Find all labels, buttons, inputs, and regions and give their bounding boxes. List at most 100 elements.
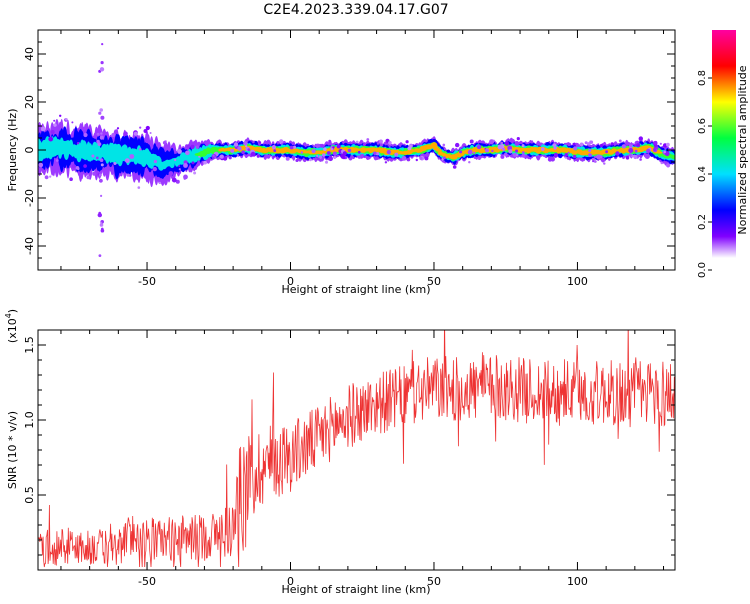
y-tick-label: 20 <box>23 95 36 109</box>
spectrogram-outlier <box>579 142 584 147</box>
spectrogram-outlier <box>599 143 604 148</box>
spectrogram-outlier <box>183 174 188 180</box>
spectrogram-outlier <box>401 156 407 161</box>
spectrogram-outlier <box>625 156 630 160</box>
spectrogram-spike <box>99 67 105 72</box>
spectrogram-outlier <box>292 145 297 149</box>
spectrogram-outlier <box>203 160 208 165</box>
spectrogram-outlier <box>564 153 569 157</box>
spectrogram-outlier <box>405 140 409 144</box>
spectrogram-outlier <box>212 154 215 157</box>
spectrogram-outlier <box>316 157 320 161</box>
spectrogram-outlier <box>183 163 188 168</box>
snr-scale-label: (x104) <box>4 309 19 343</box>
y-tick-label: 0.5 <box>23 486 36 504</box>
spectrogram-outlier <box>219 154 224 159</box>
spectrogram-outlier <box>126 173 130 177</box>
spectrogram-outlier <box>469 139 474 144</box>
spectrogram-outlier <box>572 142 576 146</box>
spectrogram-outlier <box>366 138 370 141</box>
colorbar-tick-label: 0.8 <box>697 70 708 86</box>
spectrogram-outlier <box>504 141 510 146</box>
spectrogram-outlier <box>596 154 601 160</box>
spectrogram-spike <box>100 163 104 167</box>
spectrogram-outlier <box>171 177 177 183</box>
spectrogram-outlier <box>347 148 352 153</box>
spectrogram-outlier <box>300 151 303 154</box>
y-tick-label: 1.5 <box>23 336 36 354</box>
spectrogram-spike <box>98 111 102 115</box>
snr-axes: -50 0 50 100 0.5 1.0 1.5 <box>23 329 675 588</box>
spectrogram-outlier <box>153 159 157 164</box>
spectrogram-outlier <box>467 149 473 155</box>
spectrogram-outlier <box>86 175 90 180</box>
spectrogram-outlier <box>501 147 506 151</box>
spectrogram-outlier <box>322 153 326 157</box>
spectrogram-outlier <box>572 154 577 159</box>
spectrogram-outlier <box>111 133 116 137</box>
spectrogram-outlier <box>285 156 290 161</box>
spectrogram-spike <box>101 43 104 46</box>
spectrogram-outlier <box>315 143 320 148</box>
spectrogram-outlier <box>320 144 324 148</box>
spectrogram-spike <box>100 61 104 65</box>
spectrogram-outlier <box>44 175 49 180</box>
spectrogram-outlier <box>295 159 299 162</box>
spectrogram-outlier <box>123 131 128 136</box>
spectrogram-outlier <box>357 155 361 159</box>
spectrogram-outlier <box>515 149 518 153</box>
spectrogram-outlier <box>92 171 97 176</box>
spectrogram-outlier <box>455 142 460 148</box>
spectrogram-outlier <box>573 146 578 151</box>
spectrogram-outlier <box>76 142 80 145</box>
spectrogram-outlier <box>71 164 77 169</box>
spectrogram-outlier <box>424 156 429 161</box>
spectrogram-outlier <box>49 175 52 178</box>
spectrogram-outlier <box>48 136 54 142</box>
spectrogram-outlier <box>233 142 239 147</box>
spectrogram-outlier <box>590 144 593 148</box>
spectrogram-spike <box>100 132 103 135</box>
spectrogram-outlier <box>588 149 592 152</box>
spectrogram-outlier <box>442 143 446 147</box>
colorbar-tick-label: 0.6 <box>697 118 708 134</box>
spectrogram-outlier <box>50 130 55 134</box>
spectrogram-outlier <box>214 156 217 159</box>
spectrogram-outlier <box>178 165 181 167</box>
spectrogram-outlier <box>507 145 513 151</box>
spectrogram-outlier <box>245 145 248 148</box>
spectrogram-outlier <box>373 151 377 155</box>
spectrogram-outlier <box>124 158 130 164</box>
spectrogram-outlier <box>386 150 391 155</box>
spectrogram-outlier <box>592 160 595 163</box>
spectrogram-outlier <box>628 148 634 153</box>
figure-title: C2E4.2023.339.04.17.G07 <box>263 2 448 18</box>
spectrogram-outlier <box>333 156 337 159</box>
x-tick-label: 50 <box>427 275 441 288</box>
spectrogram-cell <box>436 148 442 152</box>
spectrogram-outlier <box>38 162 44 168</box>
spectrogram-outlier <box>492 139 495 142</box>
spectrogram-outlier <box>185 150 190 156</box>
spectrogram-outlier <box>328 156 333 162</box>
spectrogram-outlier <box>497 144 503 150</box>
spectrogram-outlier <box>553 152 558 157</box>
spectrogram-outlier <box>145 125 150 131</box>
spectrogram-outlier <box>653 140 658 145</box>
spectrogram-outlier <box>158 181 162 184</box>
x-tick-label: 50 <box>427 575 441 588</box>
spectrogram-outlier <box>500 154 505 159</box>
spectrogram-outlier <box>628 153 632 157</box>
spectrogram-outlier <box>65 118 68 121</box>
spectrogram-outlier <box>516 137 520 141</box>
spectrogram-cell <box>657 151 663 154</box>
spectrogram-plot-area <box>38 43 675 257</box>
spectrogram-outlier <box>508 149 513 154</box>
spectrogram-outlier <box>633 154 638 160</box>
spectrogram-outlier <box>273 149 277 153</box>
spectrogram-outlier <box>379 143 384 147</box>
colorbar-axis: 0.0 0.2 0.4 0.6 0.8 <box>697 70 712 278</box>
spectrogram-outlier <box>588 153 592 158</box>
